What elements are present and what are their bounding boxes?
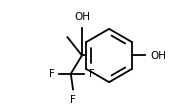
Text: F: F bbox=[89, 69, 95, 79]
Text: OH: OH bbox=[151, 51, 167, 60]
Text: F: F bbox=[70, 95, 76, 105]
Text: OH: OH bbox=[74, 12, 90, 22]
Text: F: F bbox=[49, 69, 55, 79]
